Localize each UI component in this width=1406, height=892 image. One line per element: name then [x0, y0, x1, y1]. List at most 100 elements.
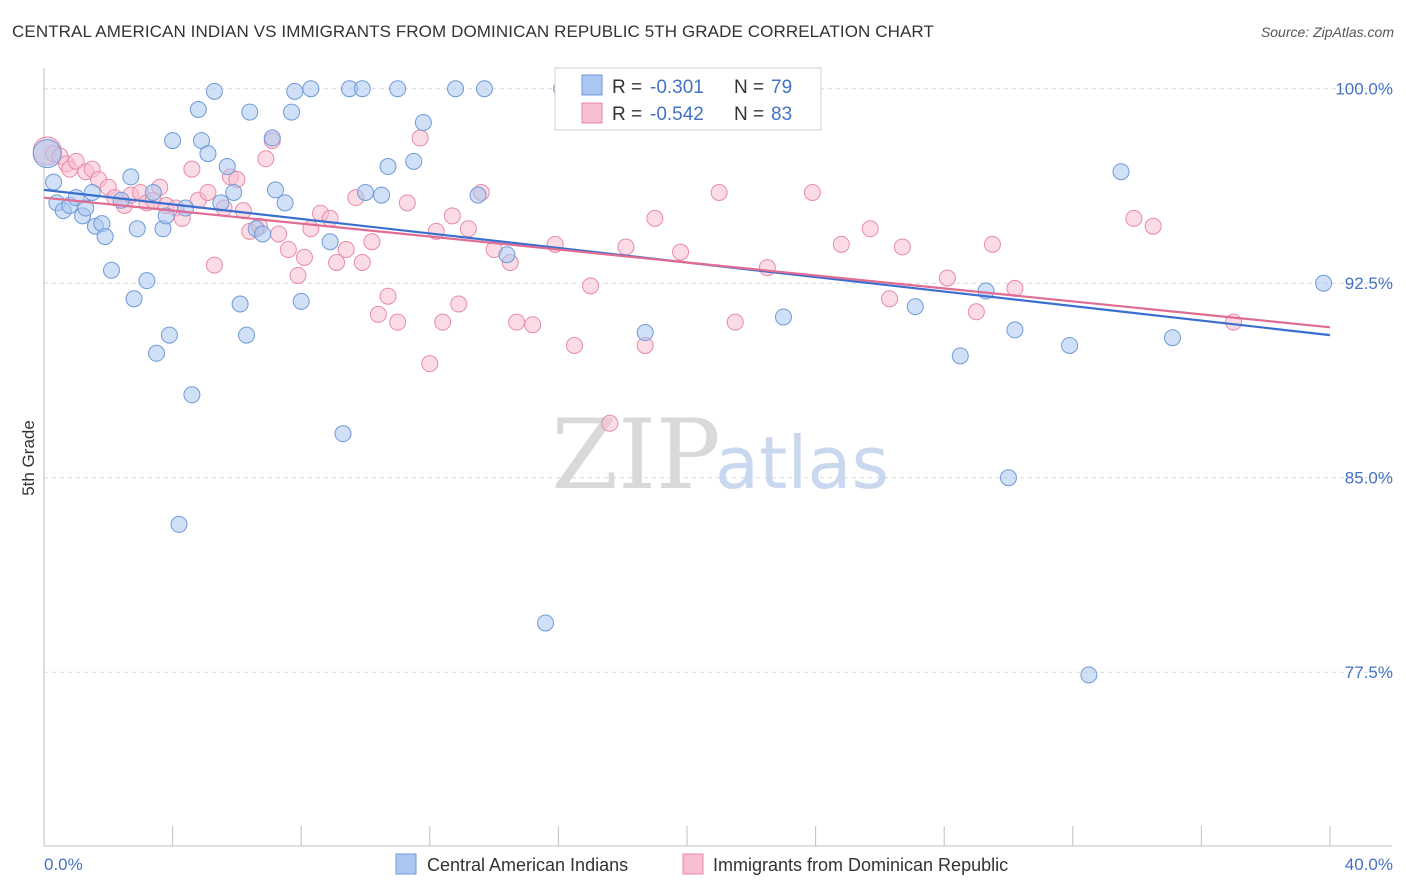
data-point-pink [938, 269, 956, 287]
data-point-blue [286, 82, 304, 100]
data-point-blue [334, 425, 352, 443]
watermark-atlas: atlas [715, 421, 889, 505]
series-blue-points [32, 80, 1333, 684]
data-point-blue [231, 295, 249, 313]
data-point-pink [270, 225, 288, 243]
chart-source: Source: ZipAtlas.com [1260, 24, 1394, 40]
data-point-blue [379, 158, 397, 176]
data-point-pink [257, 150, 275, 168]
data-point-blue [77, 199, 95, 217]
data-point-blue [1006, 321, 1024, 339]
data-point-blue [1112, 163, 1130, 181]
watermark-zip: ZIP [551, 399, 720, 511]
data-point-blue [148, 344, 166, 362]
data-point-blue [414, 113, 432, 131]
data-point-blue [1000, 469, 1017, 487]
data-point-blue [225, 183, 243, 201]
data-point-pink [450, 295, 468, 313]
data-point-pink [363, 233, 381, 251]
data-point-blue [353, 80, 371, 98]
data-point-pink [967, 303, 985, 321]
data-point-pink [279, 241, 297, 259]
bottom-legend-pink-label: Immigrants from Dominican Republic [713, 855, 1008, 875]
data-point-blue [96, 228, 114, 246]
data-point-blue [774, 308, 792, 326]
x-tick-label-min: 0.0% [44, 855, 83, 874]
data-point-blue [138, 272, 156, 290]
data-point-pink [803, 183, 821, 201]
data-point-blue [1080, 666, 1098, 684]
legend-n2-label: N = [734, 104, 764, 125]
x-ticks [43, 826, 1331, 846]
data-point-blue [906, 298, 924, 316]
data-point-blue [205, 82, 223, 100]
data-point-blue [276, 194, 294, 212]
data-point-blue [469, 186, 487, 204]
data-point-pink [832, 235, 850, 253]
data-point-pink [861, 220, 879, 238]
data-point-blue [321, 233, 339, 251]
x-tick-labels: 0.0% 40.0% [44, 855, 1393, 874]
bottom-legend-blue-label: Central American Indians [427, 855, 628, 875]
data-point-pink [398, 194, 416, 212]
trend-line-pink [43, 196, 1331, 329]
data-point-blue [357, 183, 374, 201]
data-point-pink [421, 355, 439, 373]
data-point-pink [459, 220, 477, 238]
data-point-pink [1144, 217, 1162, 235]
legend-n1-label: N = [734, 77, 764, 98]
data-point-blue [218, 158, 236, 176]
data-point-blue [183, 386, 201, 404]
data-point-pink [411, 129, 429, 147]
legend-blue-swatch [581, 74, 603, 96]
data-point-pink [881, 290, 899, 308]
data-point-pink [646, 209, 664, 227]
data-point-pink [983, 235, 1001, 253]
y-tick-labels: 100.0% 92.5% 85.0% 77.5% [1335, 80, 1393, 682]
data-point-blue [283, 103, 301, 121]
data-point-pink [726, 313, 744, 331]
legend-pink-swatch [581, 102, 603, 124]
legend-n2-value: 83 [771, 104, 792, 125]
legend-r1-value: -0.301 [650, 77, 704, 98]
data-point-blue [498, 246, 516, 264]
data-point-pink [379, 287, 397, 305]
data-point-pink [443, 207, 461, 225]
series-legend: Central American Indians Immigrants from… [395, 853, 1008, 875]
data-point-pink [1125, 209, 1143, 227]
data-point-pink [199, 183, 217, 201]
data-point-blue [238, 326, 256, 344]
data-point-blue [170, 515, 188, 533]
data-point-pink [337, 241, 355, 259]
data-point-pink [295, 248, 313, 266]
data-point-pink [565, 336, 583, 354]
data-point-blue [189, 100, 207, 118]
data-point-pink [672, 243, 690, 261]
y-tick-label: 85.0% [1345, 469, 1393, 488]
data-point-blue [254, 225, 272, 243]
data-point-blue [176, 199, 194, 217]
data-point-blue [164, 132, 182, 150]
data-point-pink [67, 152, 85, 170]
data-point-pink [369, 305, 387, 323]
data-point-blue [83, 183, 101, 201]
data-point-blue [263, 129, 281, 147]
data-point-pink [353, 254, 371, 271]
data-point-blue [389, 80, 407, 98]
data-point-blue [1163, 329, 1181, 347]
watermark: ZIP atlas [551, 399, 889, 511]
legend-n1-value: 79 [771, 77, 792, 98]
data-point-blue [125, 290, 143, 308]
series-pink-points [32, 129, 1243, 432]
data-point-blue [405, 152, 423, 170]
data-point-pink [582, 277, 600, 295]
data-point-blue [636, 324, 654, 342]
bottom-legend-pink-swatch [682, 853, 704, 875]
bottom-legend-blue-swatch [395, 853, 417, 875]
data-point-blue [1315, 274, 1333, 292]
grid-lines [44, 88, 1392, 673]
data-point-blue [45, 173, 63, 191]
data-point-blue [144, 183, 162, 201]
data-point-blue [122, 168, 140, 186]
